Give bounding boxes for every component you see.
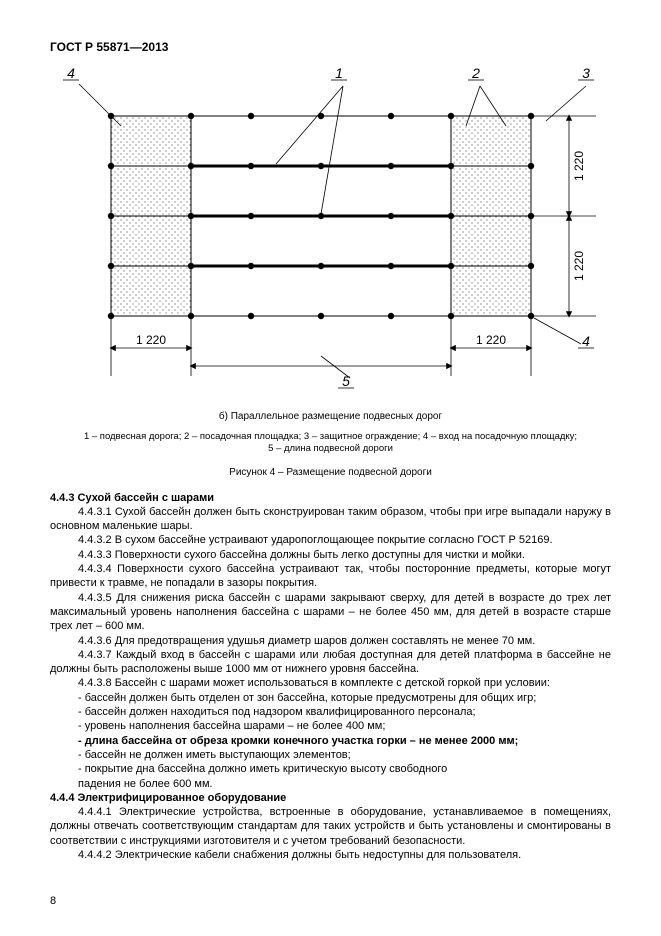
- svg-text:4: 4: [67, 66, 75, 81]
- page-number: 8: [50, 894, 56, 908]
- para-4-4-3-1: 4.4.3.1 Сухой бассейн должен быть сконст…: [50, 505, 611, 534]
- figure-title: Рисунок 4 – Размещение подвесной дороги: [50, 466, 611, 479]
- svg-text:1 220: 1 220: [572, 150, 586, 180]
- page-container: ГОСТ Р 55871—2013 1 220 1 220 1 220 1 220 4 1…: [0, 0, 661, 936]
- svg-text:1 220: 1 220: [135, 333, 165, 347]
- para-4-4-3-8: 4.4.3.8 Бассейн с шарами может использов…: [50, 676, 611, 690]
- para-4-4-3-6: 4.4.3.6 Для предотвращения удушья диамет…: [50, 634, 611, 648]
- bullet-3: - уровень наполнения бассейна шарами – н…: [50, 719, 611, 733]
- para-4-4-3-4: 4.4.3.4 Поверхности сухого бассейна устр…: [50, 562, 611, 591]
- legend-line-1: 1 – подвесная дорога; 2 – посадочная пло…: [84, 431, 577, 442]
- svg-text:1: 1: [335, 66, 343, 81]
- legend-line-2: 5 – длина подвесной дороги: [268, 443, 393, 454]
- svg-text:3: 3: [582, 66, 590, 81]
- svg-text:1 220: 1 220: [475, 333, 505, 347]
- heading-4-4-3: 4.4.3 Сухой бассейн с шарами: [50, 491, 611, 505]
- para-4-4-4-2: 4.4.4.2 Электрические кабели снабжения д…: [50, 848, 611, 862]
- svg-text:4: 4: [582, 333, 590, 349]
- para-4-4-3-2: 4.4.3.2 В сухом бассейне устраивают удар…: [50, 533, 611, 547]
- figure-svg: 1 2201 2201 2201 220412345: [51, 66, 611, 396]
- para-4-4-3-7: 4.4.3.7 Каждый вход в бассейн с шарами и…: [50, 648, 611, 677]
- figure-subcaption: б) Параллельное размещение подвесных дор…: [50, 410, 611, 423]
- heading-4-4-4: 4.4.4 Электрифицированное оборудование: [50, 791, 611, 805]
- figure-4: 1 2201 2201 2201 220412345: [51, 66, 611, 400]
- bullet-1: - бассейн должен быть отделен от зон бас…: [50, 691, 611, 705]
- svg-text:1 220: 1 220: [572, 250, 586, 280]
- para-4-4-3-5: 4.4.3.5 Для снижения риска бассейн с шар…: [50, 591, 611, 634]
- svg-text:2: 2: [471, 66, 480, 81]
- bullet-6b: падения не более 600 мм.: [50, 777, 611, 791]
- figure-legend: 1 – подвесная дорога; 2 – посадочная пло…: [50, 431, 611, 456]
- bullet-5: - бассейн не должен иметь выступающих эл…: [50, 748, 611, 762]
- para-4-4-4-1: 4.4.4.1 Электрические устройства, встрое…: [50, 805, 611, 848]
- bullet-6a: - покрытие дна бассейна должно иметь кри…: [50, 762, 611, 776]
- para-4-4-3-3: 4.4.3.3 Поверхности сухого бассейна долж…: [50, 548, 611, 562]
- bullet-4: - длина бассейна от обреза кромки конечн…: [50, 734, 611, 748]
- bullet-2: - бассейн должен находиться под надзором…: [50, 705, 611, 719]
- document-id: ГОСТ Р 55871—2013: [50, 40, 611, 56]
